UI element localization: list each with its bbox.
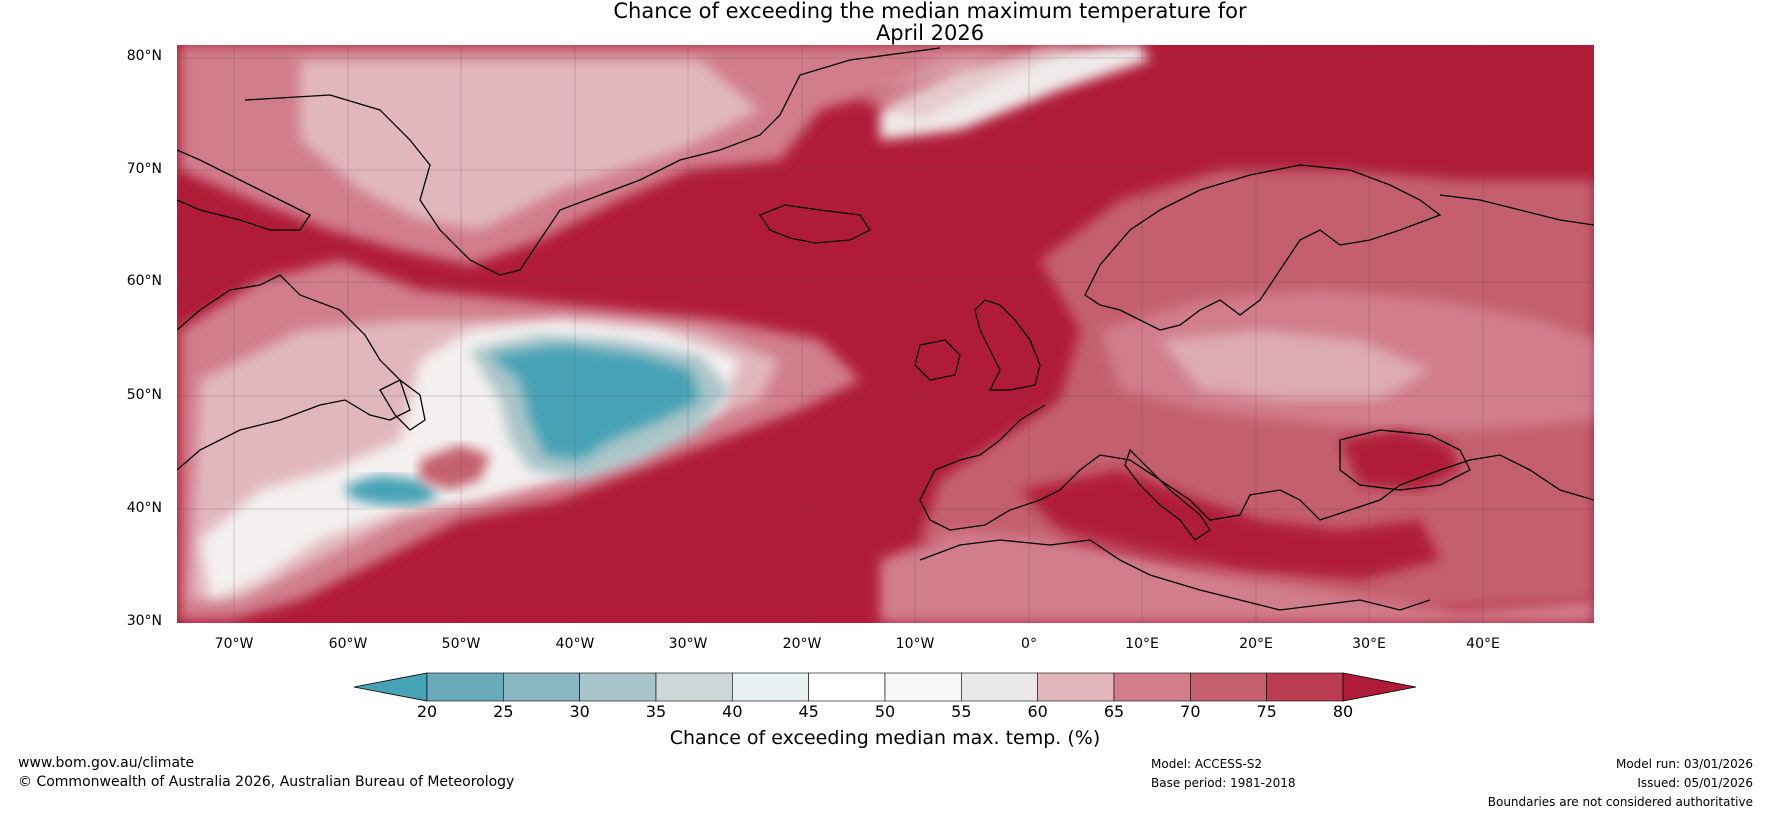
lon-label-40e: 40°E [1466,636,1500,652]
colorbar-label: Chance of exceeding median max. temp. (%… [669,727,1101,749]
colorbar-segment [1266,672,1344,702]
north-africa-coast [919,539,1431,611]
colorbar-segment [808,672,886,702]
arctic-light-band [860,45,1080,120]
lon-label-60w: 60°W [328,636,368,652]
colorbar-segment [961,672,1038,702]
lon-label-20w: 20°W [782,636,822,652]
colorbar-segment [426,672,504,702]
black-sea-coast [1339,429,1471,491]
black-sea-field [1340,430,1460,490]
lon-label-10w: 10°W [895,636,935,652]
north-africa-field [880,530,1594,623]
footer-copyright: © Commonwealth of Australia 2026, Austra… [18,774,515,790]
colorbar-tick-label: 65 [1103,702,1125,721]
footer-issued: Issued: 05/01/2026 [1637,776,1753,790]
colorbar-tick-label: 55 [951,702,972,721]
footer-model: Model: ACCESS-S2 [1151,757,1263,771]
graticule [177,45,1594,623]
lon-label-40w: 40°W [555,636,595,652]
italy-coast [1124,448,1211,541]
colorbar-tick-label: 20 [416,702,438,721]
colorbar-segment [1037,672,1115,702]
colorbar-tick-label: 30 [569,702,590,721]
newfoundland-coast [379,379,426,431]
lat-label-70n: 70°N [126,161,162,177]
colorbar [353,672,1417,702]
lat-label-80n: 80°N [126,48,162,64]
lat-label-50n: 50°N [126,387,162,403]
map-title-line2: April 2026 [875,21,985,45]
colorbar-segment [1190,672,1267,702]
colorbar-segment [579,672,657,702]
colorbar-tick-label: 70 [1180,702,1201,721]
lat-label-40n: 40°N [126,500,162,516]
mediterranean-field [1020,470,1440,580]
colorbar-tick-label: 45 [798,702,819,721]
colorbar-segment [503,672,580,702]
lon-label-10e: 10°E [1125,636,1159,652]
europe-field-lighter [1160,330,1430,400]
colorbar-tick-label: 40 [722,702,743,721]
ireland-coast [914,339,961,381]
colorbar-extend-low [353,672,428,702]
lon-label-70w: 70°W [214,636,254,652]
colorbar-tick-label: 60 [1027,702,1048,721]
coastlines [177,47,1594,611]
canadian-arctic-coast [177,149,311,231]
footer-website[interactable]: www.bom.gov.au/climate [18,755,195,771]
footer-model-run: Model run: 03/01/2026 [1615,757,1753,771]
great-britain-coast [974,299,1041,391]
lon-label-20e: 20°E [1239,636,1273,652]
cold-anomaly-small [345,475,440,505]
warm-pocket [420,445,490,490]
lat-label-30n: 30°N [126,613,162,629]
colorbar-segment [655,672,733,702]
colorbar-tick-label: 80 [1332,702,1354,721]
arctic-white-band [880,45,1150,140]
colorbar-tick-label: 50 [874,702,896,721]
footer-base-period: Base period: 1981-2018 [1151,776,1296,790]
lon-label-30e: 30°E [1352,636,1386,652]
probability-field [180,45,1594,623]
lat-label-60n: 60°N [126,273,162,289]
footer-disclaimer: Boundaries are not considered authoritat… [1487,795,1753,809]
colorbar-tick-label: 25 [493,702,514,721]
cold-anomaly-main [490,345,700,460]
russia-arctic-coast [1439,194,1594,226]
colorbar-segment [1113,672,1191,702]
colorbar-segment [732,672,809,702]
colorbar-tick-label: 75 [1256,702,1277,721]
scandinavia-coast [1084,164,1442,331]
greenland-field-inner [300,60,760,230]
colorbar-segment [884,672,962,702]
colorbar-tick-label: 35 [645,702,667,721]
colorbar-extend-high [1342,672,1417,702]
lon-label-0: 0° [1021,636,1037,652]
greenland-coast [244,47,941,276]
lon-label-30w: 30°W [668,636,708,652]
lon-label-50w: 50°W [441,636,481,652]
map-title-line1: Chance of exceeding the median maximum t… [613,0,1247,23]
iceland-coast [759,204,871,244]
